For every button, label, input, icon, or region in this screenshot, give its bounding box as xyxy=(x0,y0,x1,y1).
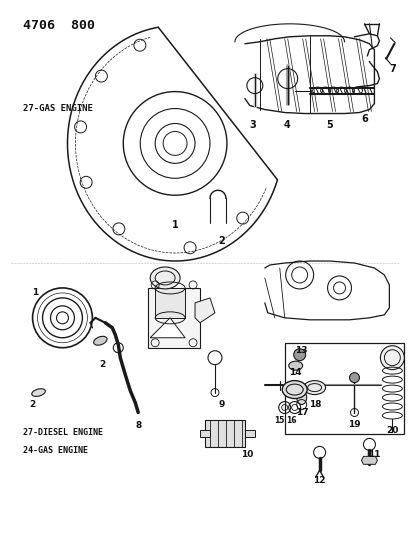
Polygon shape xyxy=(150,318,184,338)
Text: 5: 5 xyxy=(326,120,332,131)
Ellipse shape xyxy=(281,381,306,399)
Text: 20: 20 xyxy=(385,426,398,435)
Ellipse shape xyxy=(31,389,45,397)
Ellipse shape xyxy=(296,391,306,405)
Text: 14: 14 xyxy=(289,368,301,377)
Text: 27-GAS ENGINE: 27-GAS ENGINE xyxy=(22,104,92,113)
Text: 4706  800: 4706 800 xyxy=(22,19,94,33)
Text: 17: 17 xyxy=(296,408,308,417)
Text: 2: 2 xyxy=(29,400,36,409)
Text: 16: 16 xyxy=(286,416,296,425)
Text: 7: 7 xyxy=(388,63,395,74)
Text: 8: 8 xyxy=(135,421,141,430)
Text: 9: 9 xyxy=(218,400,225,409)
Circle shape xyxy=(348,373,359,383)
Polygon shape xyxy=(155,288,184,318)
Polygon shape xyxy=(244,431,254,438)
Ellipse shape xyxy=(303,381,325,394)
Polygon shape xyxy=(361,456,377,464)
Text: 10: 10 xyxy=(240,450,252,459)
Text: 6: 6 xyxy=(360,114,367,124)
Text: 1: 1 xyxy=(32,288,38,297)
Ellipse shape xyxy=(93,336,107,345)
Ellipse shape xyxy=(150,267,180,289)
Text: 11: 11 xyxy=(367,450,380,459)
Polygon shape xyxy=(204,421,244,447)
Text: 2: 2 xyxy=(218,236,225,246)
Polygon shape xyxy=(200,431,209,438)
Text: 15: 15 xyxy=(274,416,284,425)
Text: 4: 4 xyxy=(283,120,290,131)
Text: 1: 1 xyxy=(171,220,178,230)
Polygon shape xyxy=(195,298,214,323)
Ellipse shape xyxy=(288,361,302,370)
Circle shape xyxy=(293,349,305,361)
Text: 19: 19 xyxy=(347,420,360,429)
Circle shape xyxy=(380,346,403,370)
Text: 13: 13 xyxy=(295,346,307,355)
Text: 12: 12 xyxy=(312,476,325,485)
Polygon shape xyxy=(148,288,200,348)
Text: 18: 18 xyxy=(309,400,321,409)
Text: 3: 3 xyxy=(249,120,256,131)
Text: 2: 2 xyxy=(99,360,105,369)
Polygon shape xyxy=(284,343,403,434)
Text: 24-GAS ENGINE: 24-GAS ENGINE xyxy=(22,446,88,455)
Text: 27-DIESEL ENGINE: 27-DIESEL ENGINE xyxy=(22,428,102,437)
